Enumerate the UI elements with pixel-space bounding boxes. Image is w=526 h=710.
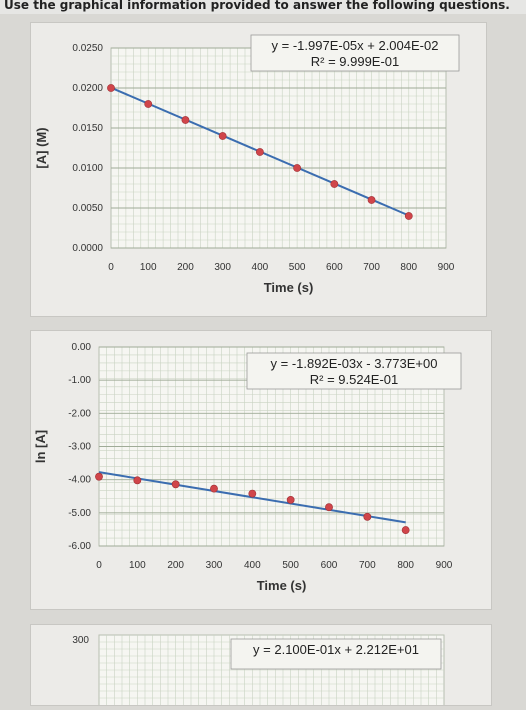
- trendline-equation-box: [246, 352, 462, 390]
- r-squared-label: R² = 9.524E-01: [310, 372, 399, 387]
- x-tick-label: 700: [363, 262, 380, 273]
- data-point: [171, 480, 180, 489]
- data-point: [144, 100, 153, 108]
- x-tick-label: 300: [214, 262, 231, 273]
- data-point: [293, 164, 302, 172]
- x-tick-label: 400: [244, 560, 261, 571]
- data-point: [363, 512, 372, 521]
- plot-area: [110, 47, 447, 249]
- x-tick-label: 800: [400, 262, 417, 273]
- data-point: [401, 526, 410, 534]
- chart-panel-ln-concentration: -6.00 -5.00 -4.00 -3.00 -2.00 -1.00 0.00 0 100 20…: [30, 330, 492, 610]
- y-tick-label: 0.0150: [72, 123, 103, 134]
- x-tick-label: 400: [252, 262, 269, 273]
- x-tick-label: 200: [167, 560, 184, 571]
- data-point: [133, 476, 142, 485]
- y-tick-label: 0.0200: [72, 83, 103, 94]
- y-tick-label: -1.00: [68, 375, 91, 386]
- y-tick-label: 300: [72, 635, 89, 646]
- data-point: [330, 180, 339, 188]
- instruction-banner: Use the graphical information provided t…: [0, 0, 526, 14]
- y-tick-label: 0.00: [72, 342, 92, 353]
- x-tick-label: 100: [129, 560, 146, 571]
- x-tick-label: 800: [397, 560, 414, 571]
- x-axis-title: Time (s): [257, 578, 307, 593]
- chart-concentration-vs-time: 0.0000 0.0050 0.0100 0.0150 0.0200 0.0250 0 100…: [34, 34, 460, 295]
- chart-panel-third: 300 y = 2.100E-01x + 2.212E+01: [30, 624, 492, 710]
- x-tick-label: 300: [206, 560, 223, 571]
- data-point: [325, 503, 333, 512]
- data-point: [210, 484, 218, 493]
- x-tick-label: 500: [289, 262, 306, 273]
- x-tick-label: 0: [108, 262, 114, 273]
- x-tick-label: 900: [436, 560, 453, 571]
- y-tick-label: 0.0000: [72, 243, 103, 254]
- y-tick-label: -2.00: [68, 408, 91, 419]
- data-point: [248, 489, 257, 498]
- x-tick-label: 700: [359, 560, 376, 571]
- chart-third-partial: 300 y = 2.100E-01x + 2.212E+01: [72, 634, 445, 710]
- x-tick-label: 500: [282, 560, 299, 571]
- y-tick-label: 0.0050: [72, 203, 103, 214]
- data-point: [218, 132, 227, 140]
- x-tick-label: 600: [321, 560, 338, 571]
- x-tick-label: 100: [140, 262, 157, 273]
- y-tick-label: -5.00: [68, 508, 91, 519]
- data-point: [286, 495, 295, 504]
- trendline-equation-box: [250, 34, 460, 72]
- trendline-equation: y = -1.892E-03x - 3.773E+00: [271, 356, 438, 371]
- data-point: [107, 84, 115, 92]
- y-axis-title: ln [A]: [33, 430, 48, 463]
- r-squared-label: R² = 9.999E-01: [311, 54, 400, 69]
- y-tick-label: -3.00: [68, 442, 91, 453]
- data-point: [367, 196, 376, 204]
- y-tick-label: -6.00: [68, 541, 91, 552]
- x-tick-label: 600: [326, 262, 343, 273]
- data-point: [95, 472, 103, 481]
- y-tick-label: -4.00: [68, 475, 91, 486]
- instruction-text: Use the graphical information provided t…: [4, 0, 510, 12]
- data-point: [404, 212, 413, 220]
- trendline-equation: y = 2.100E-01x + 2.212E+01: [253, 642, 419, 657]
- data-point: [255, 148, 264, 156]
- y-tick-label: 0.0250: [72, 43, 103, 54]
- x-axis-title: Time (s): [264, 280, 314, 295]
- x-tick-label: 200: [177, 262, 194, 273]
- trendline-equation: y = -1.997E-05x + 2.004E-02: [272, 38, 439, 53]
- y-axis-title: [A] (M): [34, 127, 49, 168]
- chart-ln-concentration-vs-time: -6.00 -5.00 -4.00 -3.00 -2.00 -1.00 0.00 0 100 20…: [33, 342, 462, 593]
- trendline-equation-box: [230, 638, 442, 670]
- data-point: [181, 116, 190, 124]
- x-tick-label: 0: [96, 560, 102, 571]
- x-tick-label: 900: [438, 262, 455, 273]
- y-tick-label: 0.0100: [72, 163, 103, 174]
- chart-panel-concentration: 0.0000 0.0050 0.0100 0.0150 0.0200 0.0250 0 100…: [30, 22, 487, 317]
